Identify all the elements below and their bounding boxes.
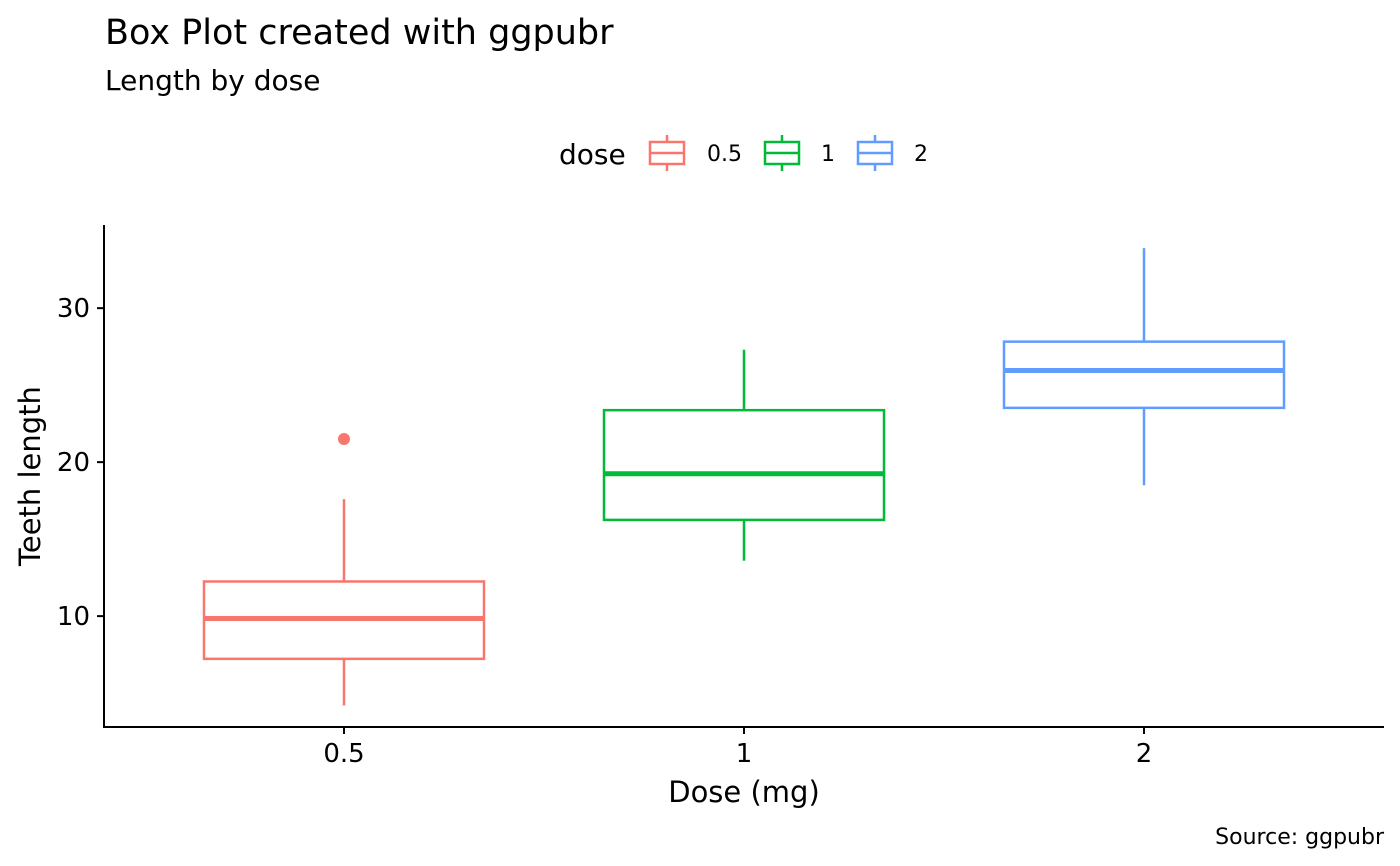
y-axis-title: Teeth length [13,386,47,567]
legend-title: dose [559,138,626,171]
legend-key-box-icon [856,135,894,171]
x-tick-label: 2 [1136,739,1153,769]
box-group-0.5 [202,433,486,706]
legend-item-0.5: 0.5 [648,135,742,171]
box-group-1 [602,349,886,561]
legend-item-1: 1 [763,135,835,171]
chart-caption: Source: ggpubr [1215,825,1385,850]
x-tick-label: 0.5 [323,739,364,769]
legend-label: 1 [821,142,835,167]
chart-title: Box Plot created with ggpubr [105,13,614,53]
plot-area: 10 20 30 0.5 1 2 [57,225,1384,769]
legend-label: 2 [914,142,928,167]
y-tick-label: 30 [57,294,90,324]
box-iqr [1002,340,1286,410]
x-tick-label: 1 [736,739,753,769]
legend: dose 0.5 1 2 [559,135,928,171]
legend-key-box-icon [648,135,686,171]
box-group-2 [1002,248,1286,486]
legend-item-2: 2 [856,135,928,171]
box-iqr [602,408,886,522]
legend-label: 0.5 [707,142,742,167]
outlier-point [338,433,350,446]
y-tick-label: 20 [57,448,90,478]
legend-key-box-icon [763,135,801,171]
chart-subtitle: Length by dose [105,64,320,97]
x-axis-title: Dose (mg) [668,775,820,809]
y-tick-label: 10 [57,602,90,632]
